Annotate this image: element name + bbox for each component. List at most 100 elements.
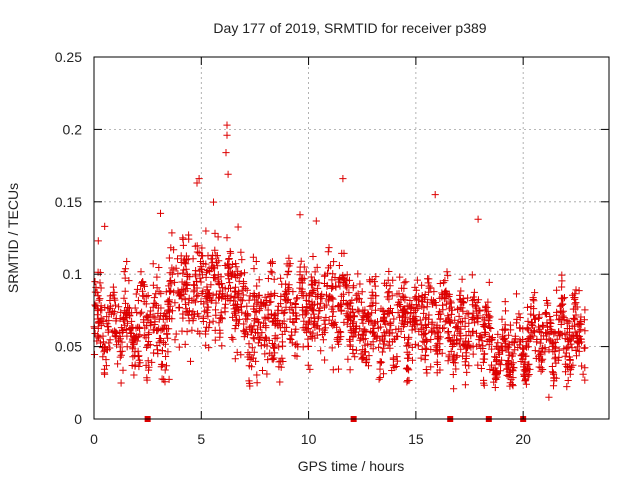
data-point (571, 290, 579, 298)
data-point (380, 314, 388, 322)
data-point (576, 319, 584, 327)
data-point (556, 315, 564, 323)
data-point (375, 375, 383, 383)
x-tick-label: 0 (90, 431, 98, 447)
data-point (567, 366, 575, 374)
data-point (168, 229, 176, 237)
data-point (106, 296, 114, 305)
data-point (180, 266, 188, 274)
data-point (255, 276, 263, 284)
data-point (231, 283, 240, 291)
data-point (350, 313, 359, 321)
data-point (223, 131, 231, 139)
data-point (389, 276, 397, 284)
data-point (419, 337, 427, 345)
data-point (572, 311, 580, 319)
data-point (425, 275, 433, 283)
data-point (363, 313, 371, 321)
data-point (213, 252, 221, 260)
data-point (123, 319, 132, 327)
data-point (505, 368, 513, 376)
data-point (314, 284, 322, 292)
data-point (436, 279, 444, 288)
data-point (465, 342, 473, 350)
data-point (403, 348, 411, 356)
data-point (118, 347, 126, 355)
data-point (505, 351, 513, 359)
data-point (354, 270, 362, 278)
data-point (433, 360, 442, 369)
data-point (94, 292, 102, 300)
data-point (467, 332, 475, 340)
data-point (232, 311, 240, 319)
data-point (168, 270, 176, 278)
data-point (149, 260, 157, 268)
data-point (369, 328, 378, 336)
data-point (581, 344, 589, 352)
data-point (155, 338, 163, 346)
data-point (249, 334, 257, 342)
data-point (456, 329, 464, 337)
data-point (522, 380, 530, 388)
data-point (272, 319, 280, 328)
data-point (208, 255, 216, 263)
data-point (557, 301, 565, 309)
data-point (516, 336, 524, 344)
data-point (300, 275, 308, 283)
data-point (271, 341, 279, 349)
data-point (265, 336, 273, 344)
data-point (562, 344, 570, 352)
data-point (367, 317, 375, 325)
data-point (243, 312, 251, 320)
data-point (328, 283, 336, 291)
data-point (434, 332, 442, 340)
data-point (351, 328, 359, 336)
data-point (446, 299, 454, 307)
data-point (445, 290, 453, 298)
data-point (494, 344, 502, 352)
data-point (485, 341, 493, 349)
data-point (449, 341, 457, 349)
data-point (524, 317, 532, 325)
data-point (328, 294, 336, 302)
data-point (165, 308, 174, 316)
data-point (469, 309, 477, 317)
data-point (460, 298, 468, 306)
data-point (306, 290, 314, 298)
data-point (493, 357, 501, 365)
data-point (176, 291, 185, 299)
data-point (111, 301, 120, 309)
data-point (225, 263, 233, 271)
data-point (310, 310, 318, 318)
data-point (186, 357, 195, 365)
data-point (313, 300, 322, 308)
data-point (121, 265, 130, 273)
data-point (237, 270, 245, 278)
data-point (418, 345, 426, 354)
data-point (204, 312, 212, 320)
data-point (328, 284, 336, 292)
data-point (215, 280, 223, 288)
data-point (359, 319, 367, 327)
data-point (310, 277, 318, 285)
data-point (405, 341, 413, 349)
data-point (203, 306, 211, 314)
data-point (484, 307, 492, 315)
data-point (428, 320, 436, 328)
data-point (315, 307, 323, 315)
data-point (412, 286, 420, 294)
data-point (565, 318, 573, 326)
data-point (538, 356, 546, 364)
data-point (474, 361, 482, 369)
data-point (543, 319, 551, 327)
data-point (267, 298, 275, 306)
data-point (505, 331, 513, 339)
data-point (565, 325, 574, 333)
data-point (206, 294, 214, 302)
data-point (572, 299, 580, 307)
data-point (487, 335, 495, 343)
data-point (420, 309, 428, 317)
data-point (351, 353, 359, 361)
data-point (352, 324, 360, 332)
data-point (558, 283, 566, 291)
